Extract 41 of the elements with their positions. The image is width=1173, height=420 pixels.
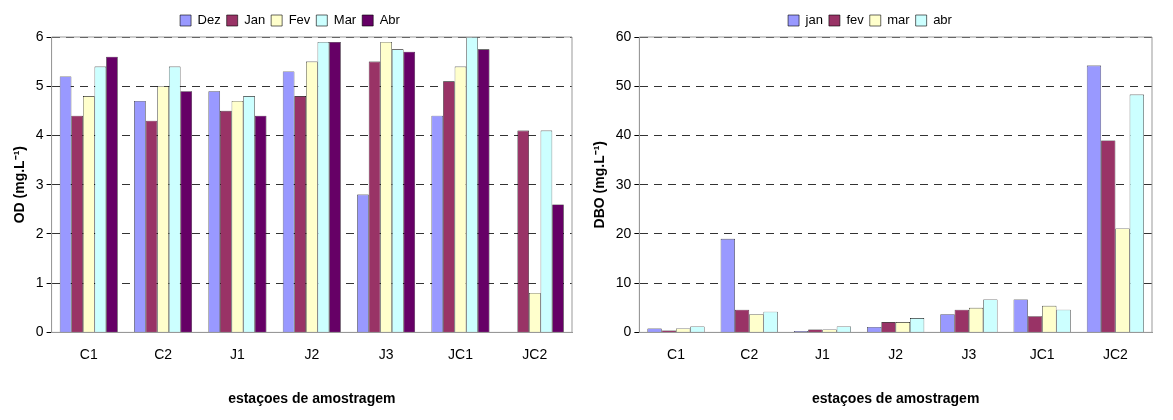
- y-tick-label: 60: [615, 27, 632, 44]
- y-tick-label: 0: [35, 323, 44, 340]
- y-tick-label: 1: [35, 274, 44, 291]
- legend-label: fev: [846, 12, 865, 28]
- x-tick-label: C2: [154, 345, 173, 362]
- x-tick-label: J3: [961, 345, 977, 362]
- y-tick-label: 2: [35, 224, 44, 241]
- x-tick-label: JC2: [1102, 345, 1129, 362]
- legend-label: mar: [887, 12, 911, 28]
- y-tick-label: 10: [615, 274, 632, 291]
- x-tick-label: C1: [79, 345, 98, 362]
- x-tick-label: J2: [888, 345, 904, 362]
- legend-label: Jan: [244, 12, 266, 28]
- legend-label: jan: [804, 12, 823, 28]
- legend-label: Mar: [333, 12, 357, 28]
- legend-label: abr: [933, 12, 953, 28]
- y-tick-label: 4: [35, 126, 44, 143]
- y-tick-label: 3: [35, 175, 44, 192]
- y-axis-title: OD (mg.L⁻¹): [11, 146, 28, 224]
- x-tick-label: C1: [667, 345, 686, 362]
- x-tick-label: JC1: [1029, 345, 1055, 362]
- y-tick-label: 20: [615, 224, 632, 241]
- legend-label: Abr: [379, 12, 401, 28]
- y-tick-label: 6: [35, 27, 44, 44]
- x-tick-label: JC2: [522, 345, 548, 362]
- legend-label: Dez: [197, 12, 221, 28]
- x-axis-title: estaçoes de amostragem: [228, 390, 396, 407]
- y-tick-label: 30: [615, 175, 632, 192]
- x-tick-label: J1: [815, 345, 831, 362]
- y-tick-label: 40: [615, 126, 632, 143]
- y-tick-label: 0: [623, 323, 632, 340]
- legend-label: Fev: [288, 12, 311, 28]
- x-tick-label: J1: [230, 345, 246, 362]
- x-tick-label: J3: [378, 345, 394, 362]
- x-tick-label: JC1: [448, 345, 474, 362]
- y-tick-label: 50: [615, 77, 632, 94]
- x-tick-label: J2: [304, 345, 320, 362]
- x-tick-label: C2: [740, 345, 759, 362]
- y-axis-title: DBO (mg.L⁻¹): [591, 140, 608, 229]
- x-axis-title: estaçoes de amostragem: [812, 390, 980, 407]
- y-tick-label: 5: [35, 77, 44, 94]
